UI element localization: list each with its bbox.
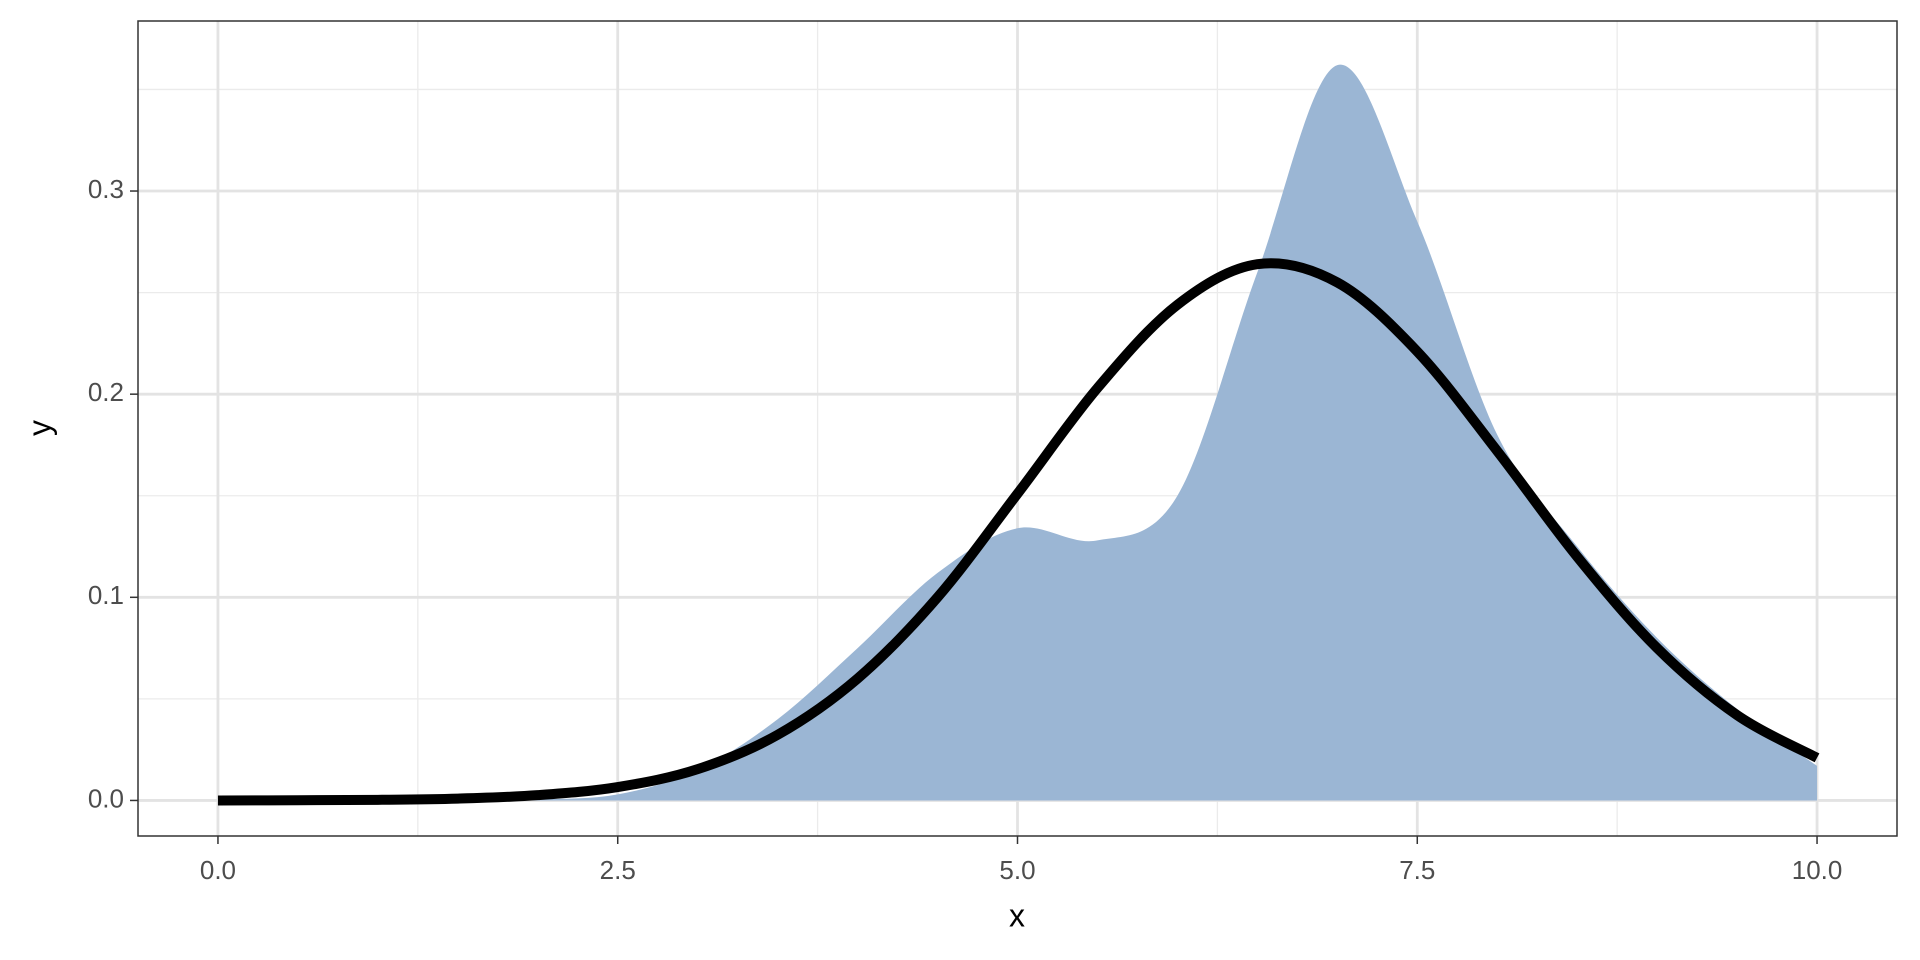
x-tick-label: 5.0: [999, 855, 1035, 885]
y-tick-label: 0.2: [88, 377, 124, 407]
y-tick-label: 0.3: [88, 174, 124, 204]
y-axis-title: y: [21, 420, 57, 436]
x-tick-label: 2.5: [600, 855, 636, 885]
x-tick-label: 0.0: [200, 855, 236, 885]
x-tick-label: 7.5: [1399, 855, 1435, 885]
y-tick-label: 0.0: [88, 783, 124, 813]
axes: 0.0 2.5 5.0 7.5 10.0 0.0 0.1 0.2 0.3: [88, 174, 1843, 885]
density-area: [217, 64, 1818, 801]
x-tick-label: 10.0: [1792, 855, 1843, 885]
curve-line: [217, 258, 1820, 806]
x-axis-title: x: [1009, 897, 1025, 933]
y-tick-label: 0.1: [88, 580, 124, 610]
marks: [217, 64, 1820, 806]
